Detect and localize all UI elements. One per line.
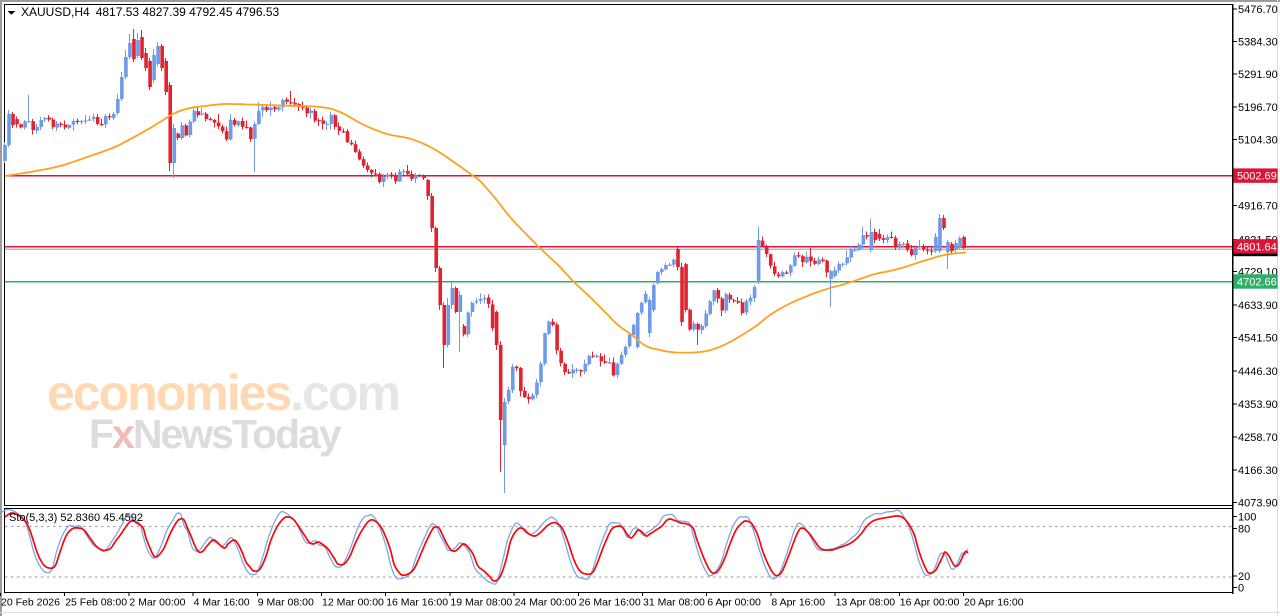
- svg-text:13 Apr 08:00: 13 Apr 08:00: [836, 597, 896, 609]
- svg-text:31 Mar 08:00: 31 Mar 08:00: [643, 597, 705, 609]
- svg-text:19 Mar 08:00: 19 Mar 08:00: [450, 597, 512, 609]
- svg-text:4073.90: 4073.90: [1238, 498, 1278, 510]
- svg-text:20: 20: [1238, 571, 1250, 583]
- svg-text:4541.50: 4541.50: [1238, 333, 1278, 345]
- svg-text:8 Apr 16:00: 8 Apr 16:00: [771, 597, 825, 609]
- svg-text:5196.70: 5196.70: [1238, 102, 1278, 114]
- svg-text:0: 0: [1238, 583, 1244, 595]
- svg-text:4258.70: 4258.70: [1238, 432, 1278, 444]
- svg-text:economies.com: economies.com: [47, 365, 399, 421]
- svg-text:4 Mar 16:00: 4 Mar 16:00: [194, 597, 250, 609]
- svg-text:20 Feb 2026: 20 Feb 2026: [1, 597, 60, 609]
- svg-text:12 Mar 00:00: 12 Mar 00:00: [322, 597, 384, 609]
- svg-text:5104.30: 5104.30: [1238, 135, 1278, 147]
- svg-text:FxNewsToday: FxNewsToday: [89, 411, 342, 457]
- svg-text:4801.64: 4801.64: [1237, 241, 1277, 253]
- svg-text:4446.30: 4446.30: [1238, 366, 1278, 378]
- svg-text:5476.70: 5476.70: [1238, 4, 1278, 16]
- svg-text:16 Mar 16:00: 16 Mar 16:00: [386, 597, 448, 609]
- svg-text:5002.69: 5002.69: [1237, 171, 1277, 183]
- svg-text:5291.90: 5291.90: [1238, 69, 1278, 81]
- svg-text:24 Mar 00:00: 24 Mar 00:00: [515, 597, 577, 609]
- svg-text:20 Apr 16:00: 20 Apr 16:00: [964, 597, 1024, 609]
- svg-text:5384.30: 5384.30: [1238, 37, 1278, 49]
- svg-text:26 Mar 16:00: 26 Mar 16:00: [579, 597, 641, 609]
- svg-text:80: 80: [1238, 524, 1250, 536]
- svg-text:2 Mar 00:00: 2 Mar 00:00: [129, 597, 185, 609]
- svg-text:25 Feb 08:00: 25 Feb 08:00: [65, 597, 127, 609]
- svg-text:4166.30: 4166.30: [1238, 465, 1278, 477]
- svg-text:9 Mar 08:00: 9 Mar 08:00: [258, 597, 314, 609]
- svg-text:16 Apr 00:00: 16 Apr 00:00: [900, 597, 960, 609]
- svg-text:4633.90: 4633.90: [1238, 300, 1278, 312]
- svg-text:6 Apr 00:00: 6 Apr 00:00: [707, 597, 761, 609]
- svg-text:4916.70: 4916.70: [1238, 201, 1278, 213]
- svg-text:Sto(5,3,3) 52.8360 45.4592: Sto(5,3,3) 52.8360 45.4592: [9, 512, 143, 524]
- svg-text:4353.90: 4353.90: [1238, 399, 1278, 411]
- svg-text:4702.66: 4702.66: [1237, 277, 1277, 289]
- svg-text:100: 100: [1238, 512, 1256, 524]
